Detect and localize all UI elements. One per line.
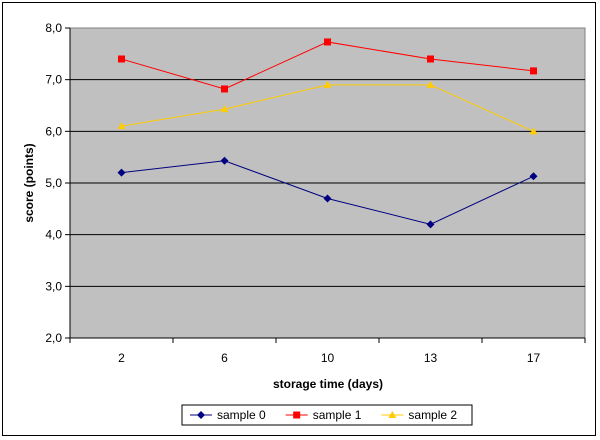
series-1 [118, 38, 537, 93]
y-tick-label: 5,0 [45, 176, 62, 190]
gridlines [70, 27, 585, 287]
x-tick-label: 2 [118, 351, 125, 365]
legend-item: sample 0 [190, 408, 266, 422]
x-tick-label: 10 [321, 351, 335, 365]
data-point [118, 55, 125, 63]
y-tick-label: 7,0 [45, 73, 62, 87]
data-point [426, 220, 435, 229]
legend: sample 0 sample 1 sample 2 [181, 404, 473, 426]
legend-marker [197, 411, 205, 419]
series-group [117, 38, 538, 229]
legend-label: sample 2 [408, 408, 457, 422]
data-point [221, 85, 228, 93]
legend-item: sample 2 [381, 408, 457, 422]
data-point [529, 127, 538, 135]
data-point [530, 67, 537, 75]
data-point [117, 168, 126, 177]
y-tick-label: 3,0 [45, 279, 62, 293]
x-axis-title: storage time (days) [273, 377, 383, 391]
legend-label: sample 0 [217, 408, 266, 422]
y-tick-label: 4,0 [45, 228, 62, 242]
legend-box [181, 404, 473, 426]
legend-marker [293, 411, 301, 419]
series-2 [117, 80, 538, 135]
y-tick-label: 8,0 [45, 21, 62, 35]
x-tick-label: 13 [424, 351, 438, 365]
data-point [426, 80, 435, 88]
data-point [323, 194, 332, 203]
legend-marker [388, 411, 397, 418]
data-point [220, 105, 229, 113]
data-point [323, 80, 332, 88]
y-axis-title: score (points) [22, 143, 36, 222]
y-tick-label: 2,0 [45, 331, 62, 345]
x-tick-label: 17 [527, 351, 541, 365]
data-point [427, 55, 434, 63]
data-point [324, 38, 331, 46]
legend-label: sample 1 [313, 408, 362, 422]
legend-item: sample 1 [285, 408, 362, 422]
series-0 [117, 156, 538, 229]
data-point [220, 156, 229, 165]
y-tick-label: 6,0 [45, 124, 62, 138]
x-axis: 2 6 10 13 17 [69, 337, 586, 365]
data-point [117, 122, 126, 130]
data-point [529, 172, 538, 181]
x-tick-label: 6 [221, 351, 228, 365]
y-axis: 2,0 3,0 4,0 5,0 6,0 7,0 8,0 [45, 21, 71, 345]
